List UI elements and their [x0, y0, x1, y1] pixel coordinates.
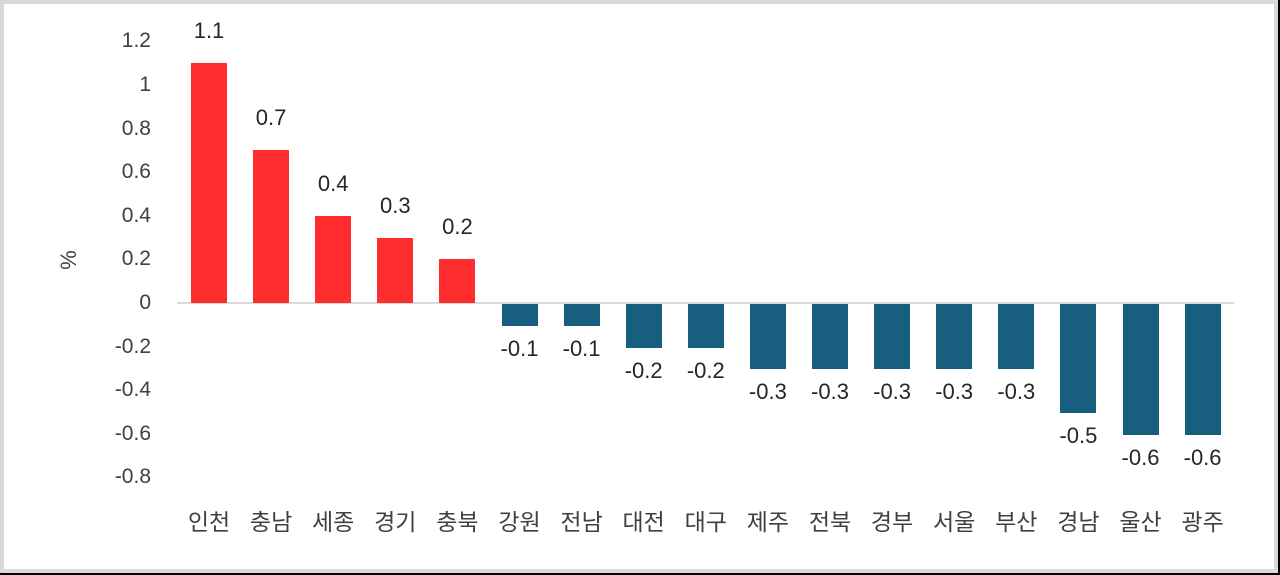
data-label: -0.1 [500, 335, 539, 361]
data-label: -0.3 [811, 379, 849, 405]
data-label: -0.3 [997, 379, 1036, 405]
y-tick-label: 0.4 [121, 203, 151, 227]
data-label: 0.3 [380, 192, 411, 218]
x-category-label: 울산 [1119, 509, 1162, 535]
x-category-label: 충남 [249, 509, 293, 535]
bar-충북 [439, 259, 476, 303]
bar-전북 [812, 304, 848, 370]
zero-baseline [177, 302, 1234, 304]
data-label: -0.2 [624, 357, 663, 383]
x-category-label: 충북 [436, 509, 479, 535]
bar-강원 [501, 304, 538, 326]
x-category-label: 전북 [808, 509, 852, 535]
x-category-label: 경남 [1057, 509, 1100, 535]
data-label: -0.3 [873, 379, 912, 405]
x-category-label: 전남 [560, 509, 603, 535]
data-label: 1.1 [193, 18, 225, 44]
y-tick-label: 1.2 [121, 29, 151, 53]
x-category-label: 인천 [187, 509, 231, 535]
y-tick-label: -0.8 [114, 465, 151, 489]
data-label: -0.3 [748, 379, 787, 405]
x-category-label: 서울 [933, 509, 976, 535]
data-label: -0.6 [1121, 444, 1160, 470]
bar-광주 [1184, 304, 1221, 435]
bar-세종 [315, 215, 352, 303]
bar-경부 [874, 304, 911, 370]
x-category-label: 강원 [498, 509, 541, 535]
bar-서울 [936, 304, 973, 370]
bar-대구 [687, 304, 724, 348]
y-tick-label: -0.2 [114, 334, 151, 358]
bar-울산 [1122, 304, 1159, 435]
y-tick-label: 0 [139, 291, 151, 314]
x-category-label: 세종 [312, 509, 355, 535]
x-category-label: 경기 [374, 509, 417, 535]
bar-경남 [1060, 304, 1097, 413]
x-category-label: 대전 [622, 509, 665, 535]
x-category-label: 대구 [684, 509, 727, 535]
bar-경기 [377, 237, 414, 303]
bar-충남 [253, 150, 290, 303]
bar-부산 [998, 304, 1035, 370]
bar-제주 [749, 304, 786, 370]
data-label: 0.7 [255, 105, 287, 131]
data-label: -0.5 [1059, 423, 1098, 448]
data-label: -0.3 [935, 379, 974, 405]
data-label: -0.2 [686, 357, 725, 383]
bar-인천 [191, 63, 227, 303]
x-category-label: 광주 [1181, 509, 1224, 535]
y-tick-label: 1 [139, 73, 151, 96]
x-category-label: 부산 [995, 509, 1038, 535]
y-tick-label: 0.8 [121, 116, 151, 140]
data-label: 0.4 [317, 170, 349, 196]
bar-전남 [563, 304, 600, 326]
y-tick-label: -0.4 [114, 378, 151, 402]
y-tick-label: -0.6 [114, 421, 151, 445]
x-category-label: 경부 [870, 509, 914, 535]
x-category-label: 제주 [746, 509, 790, 535]
bar-대전 [625, 304, 662, 348]
data-label: -0.6 [1183, 444, 1222, 470]
y-tick-label: 0.6 [121, 160, 151, 184]
data-label: -0.1 [562, 335, 601, 361]
y-tick-label: 0.2 [121, 247, 151, 271]
data-label: 0.2 [442, 214, 473, 240]
